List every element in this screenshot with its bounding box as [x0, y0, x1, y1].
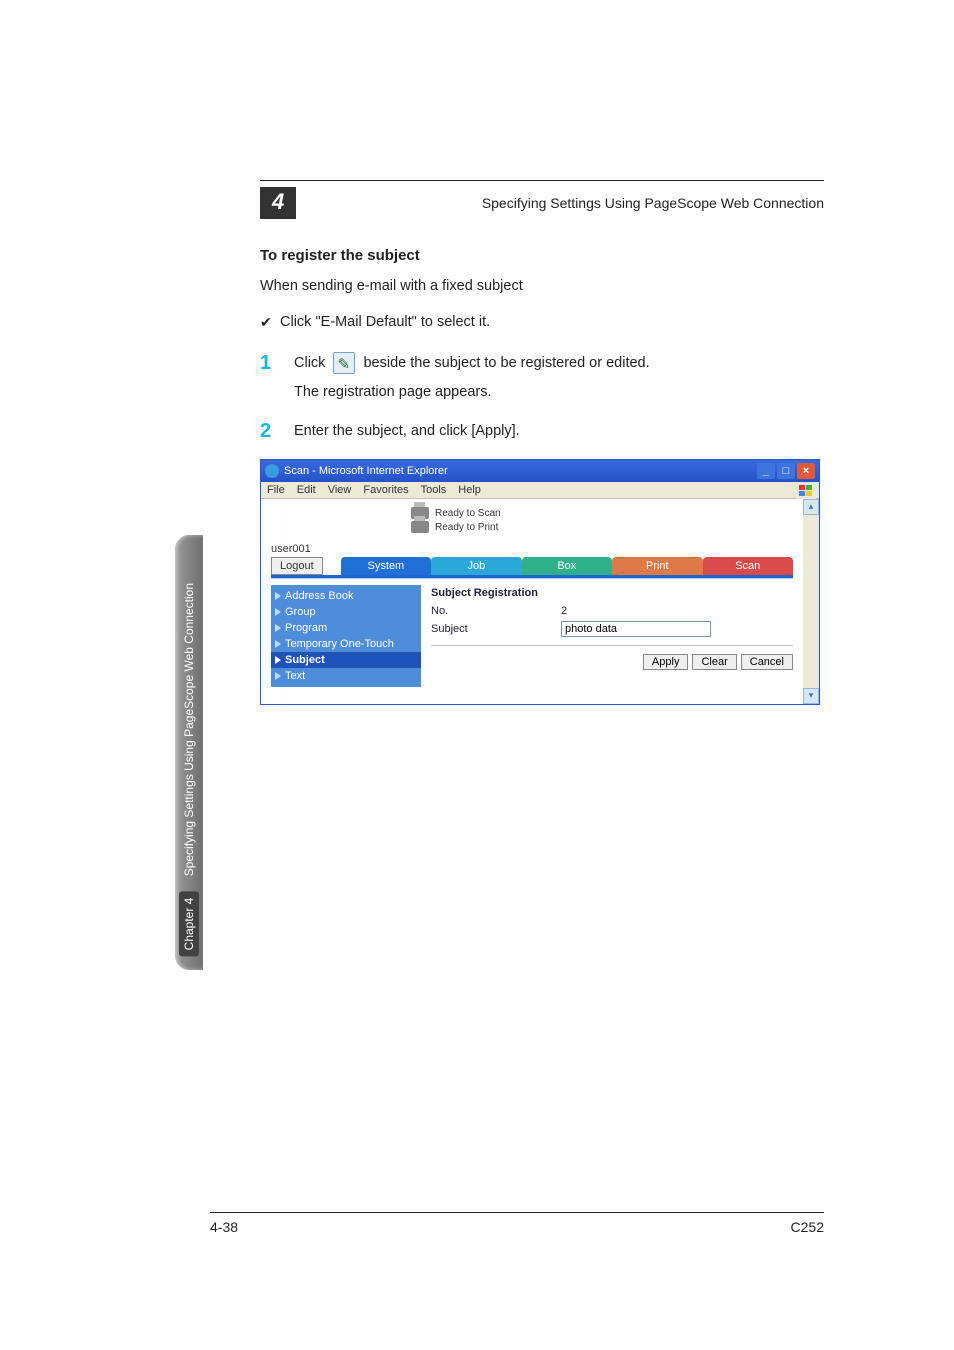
- triangle-icon: [275, 672, 281, 680]
- side-chapter-title: Specifying Settings Using PageScope Web …: [182, 583, 196, 876]
- nav-item-temporary-one-touch[interactable]: Temporary One-Touch: [271, 636, 421, 652]
- triangle-icon: [275, 640, 281, 648]
- step-text-before: Click: [294, 355, 329, 371]
- checklist-item: Click "E-Mail Default" to select it.: [260, 312, 824, 334]
- close-button[interactable]: ×: [797, 463, 815, 479]
- model-label: C252: [791, 1219, 824, 1235]
- tab-job[interactable]: Job: [431, 557, 521, 575]
- side-chapter-label: Chapter 4: [179, 891, 199, 956]
- no-label: No.: [431, 605, 561, 617]
- menu-tools[interactable]: Tools: [421, 484, 447, 496]
- printer-icon: [411, 521, 429, 533]
- menu-bar: File Edit View Favorites Tools Help: [261, 482, 819, 499]
- divider: [431, 645, 793, 646]
- triangle-icon: [275, 608, 281, 616]
- section-intro: When sending e-mail with a fixed subject: [260, 276, 824, 298]
- nav-item-address-book[interactable]: Address Book: [271, 588, 421, 604]
- menu-help[interactable]: Help: [458, 484, 481, 496]
- browser-window: Scan - Microsoft Internet Explorer _ □ ×…: [260, 459, 820, 705]
- section-heading: To register the subject: [260, 247, 824, 264]
- scroll-down-button[interactable]: ▾: [803, 688, 819, 704]
- ie-icon: [265, 464, 279, 478]
- nav-item-group[interactable]: Group: [271, 604, 421, 620]
- nav-item-subject[interactable]: Subject: [271, 652, 421, 668]
- tab-box[interactable]: Box: [522, 557, 612, 575]
- triangle-icon: [275, 592, 281, 600]
- side-tab: Chapter 4 Specifying Settings Using Page…: [175, 535, 203, 970]
- subject-input[interactable]: [561, 621, 711, 637]
- logout-button[interactable]: Logout: [271, 557, 323, 575]
- step-text-after: beside the subject to be registered or e…: [363, 355, 649, 371]
- minimize-button[interactable]: _: [757, 463, 775, 479]
- nav-item-program[interactable]: Program: [271, 620, 421, 636]
- menu-file[interactable]: File: [267, 484, 285, 496]
- chapter-number: 4: [260, 187, 296, 219]
- nav-item-label: Group: [285, 606, 316, 618]
- page-header-title: Specifying Settings Using PageScope Web …: [308, 195, 824, 211]
- menu-edit[interactable]: Edit: [297, 484, 316, 496]
- tab-scan[interactable]: Scan: [703, 557, 793, 575]
- triangle-icon: [275, 656, 281, 664]
- clear-button[interactable]: Clear: [692, 654, 736, 670]
- triangle-icon: [275, 624, 281, 632]
- nav-item-label: Temporary One-Touch: [285, 638, 394, 650]
- subject-label: Subject: [431, 623, 561, 635]
- edit-icon: [333, 352, 355, 374]
- nav-item-text[interactable]: Text: [271, 668, 421, 684]
- scroll-up-button[interactable]: ▴: [803, 499, 819, 515]
- nav-item-label: Text: [285, 670, 305, 682]
- no-value: 2: [561, 605, 567, 617]
- step-number: 1: [260, 352, 294, 374]
- content-pane: Subject Registration No. 2 Subject Apply…: [431, 585, 793, 687]
- ie-throbber-icon: [796, 483, 816, 499]
- step-text: Enter the subject, and click [Apply].: [294, 420, 824, 443]
- tab-print[interactable]: Print: [612, 557, 702, 575]
- step-number: 2: [260, 420, 294, 442]
- page-number: 4-38: [210, 1219, 238, 1235]
- nav-item-label: Subject: [285, 654, 325, 666]
- left-nav: Address Book Group Program Temporary One-To…: [271, 585, 421, 687]
- status-scan: Ready to Scan: [435, 508, 501, 519]
- titlebar: Scan - Microsoft Internet Explorer _ □ ×: [261, 460, 819, 482]
- menu-favorites[interactable]: Favorites: [363, 484, 408, 496]
- menu-view[interactable]: View: [328, 484, 352, 496]
- nav-item-label: Program: [285, 622, 327, 634]
- user-label: user001: [261, 539, 803, 555]
- nav-item-label: Address Book: [285, 590, 353, 602]
- step-text: Click beside the subject to be registere…: [294, 352, 824, 375]
- tab-system[interactable]: System: [341, 557, 431, 575]
- pane-title: Subject Registration: [431, 587, 793, 599]
- step-subtext: The registration page appears.: [294, 381, 824, 404]
- status-print: Ready to Print: [435, 522, 498, 533]
- apply-button[interactable]: Apply: [643, 654, 689, 670]
- window-title: Scan - Microsoft Internet Explorer: [284, 465, 757, 477]
- cancel-button[interactable]: Cancel: [741, 654, 793, 670]
- maximize-button[interactable]: □: [777, 463, 795, 479]
